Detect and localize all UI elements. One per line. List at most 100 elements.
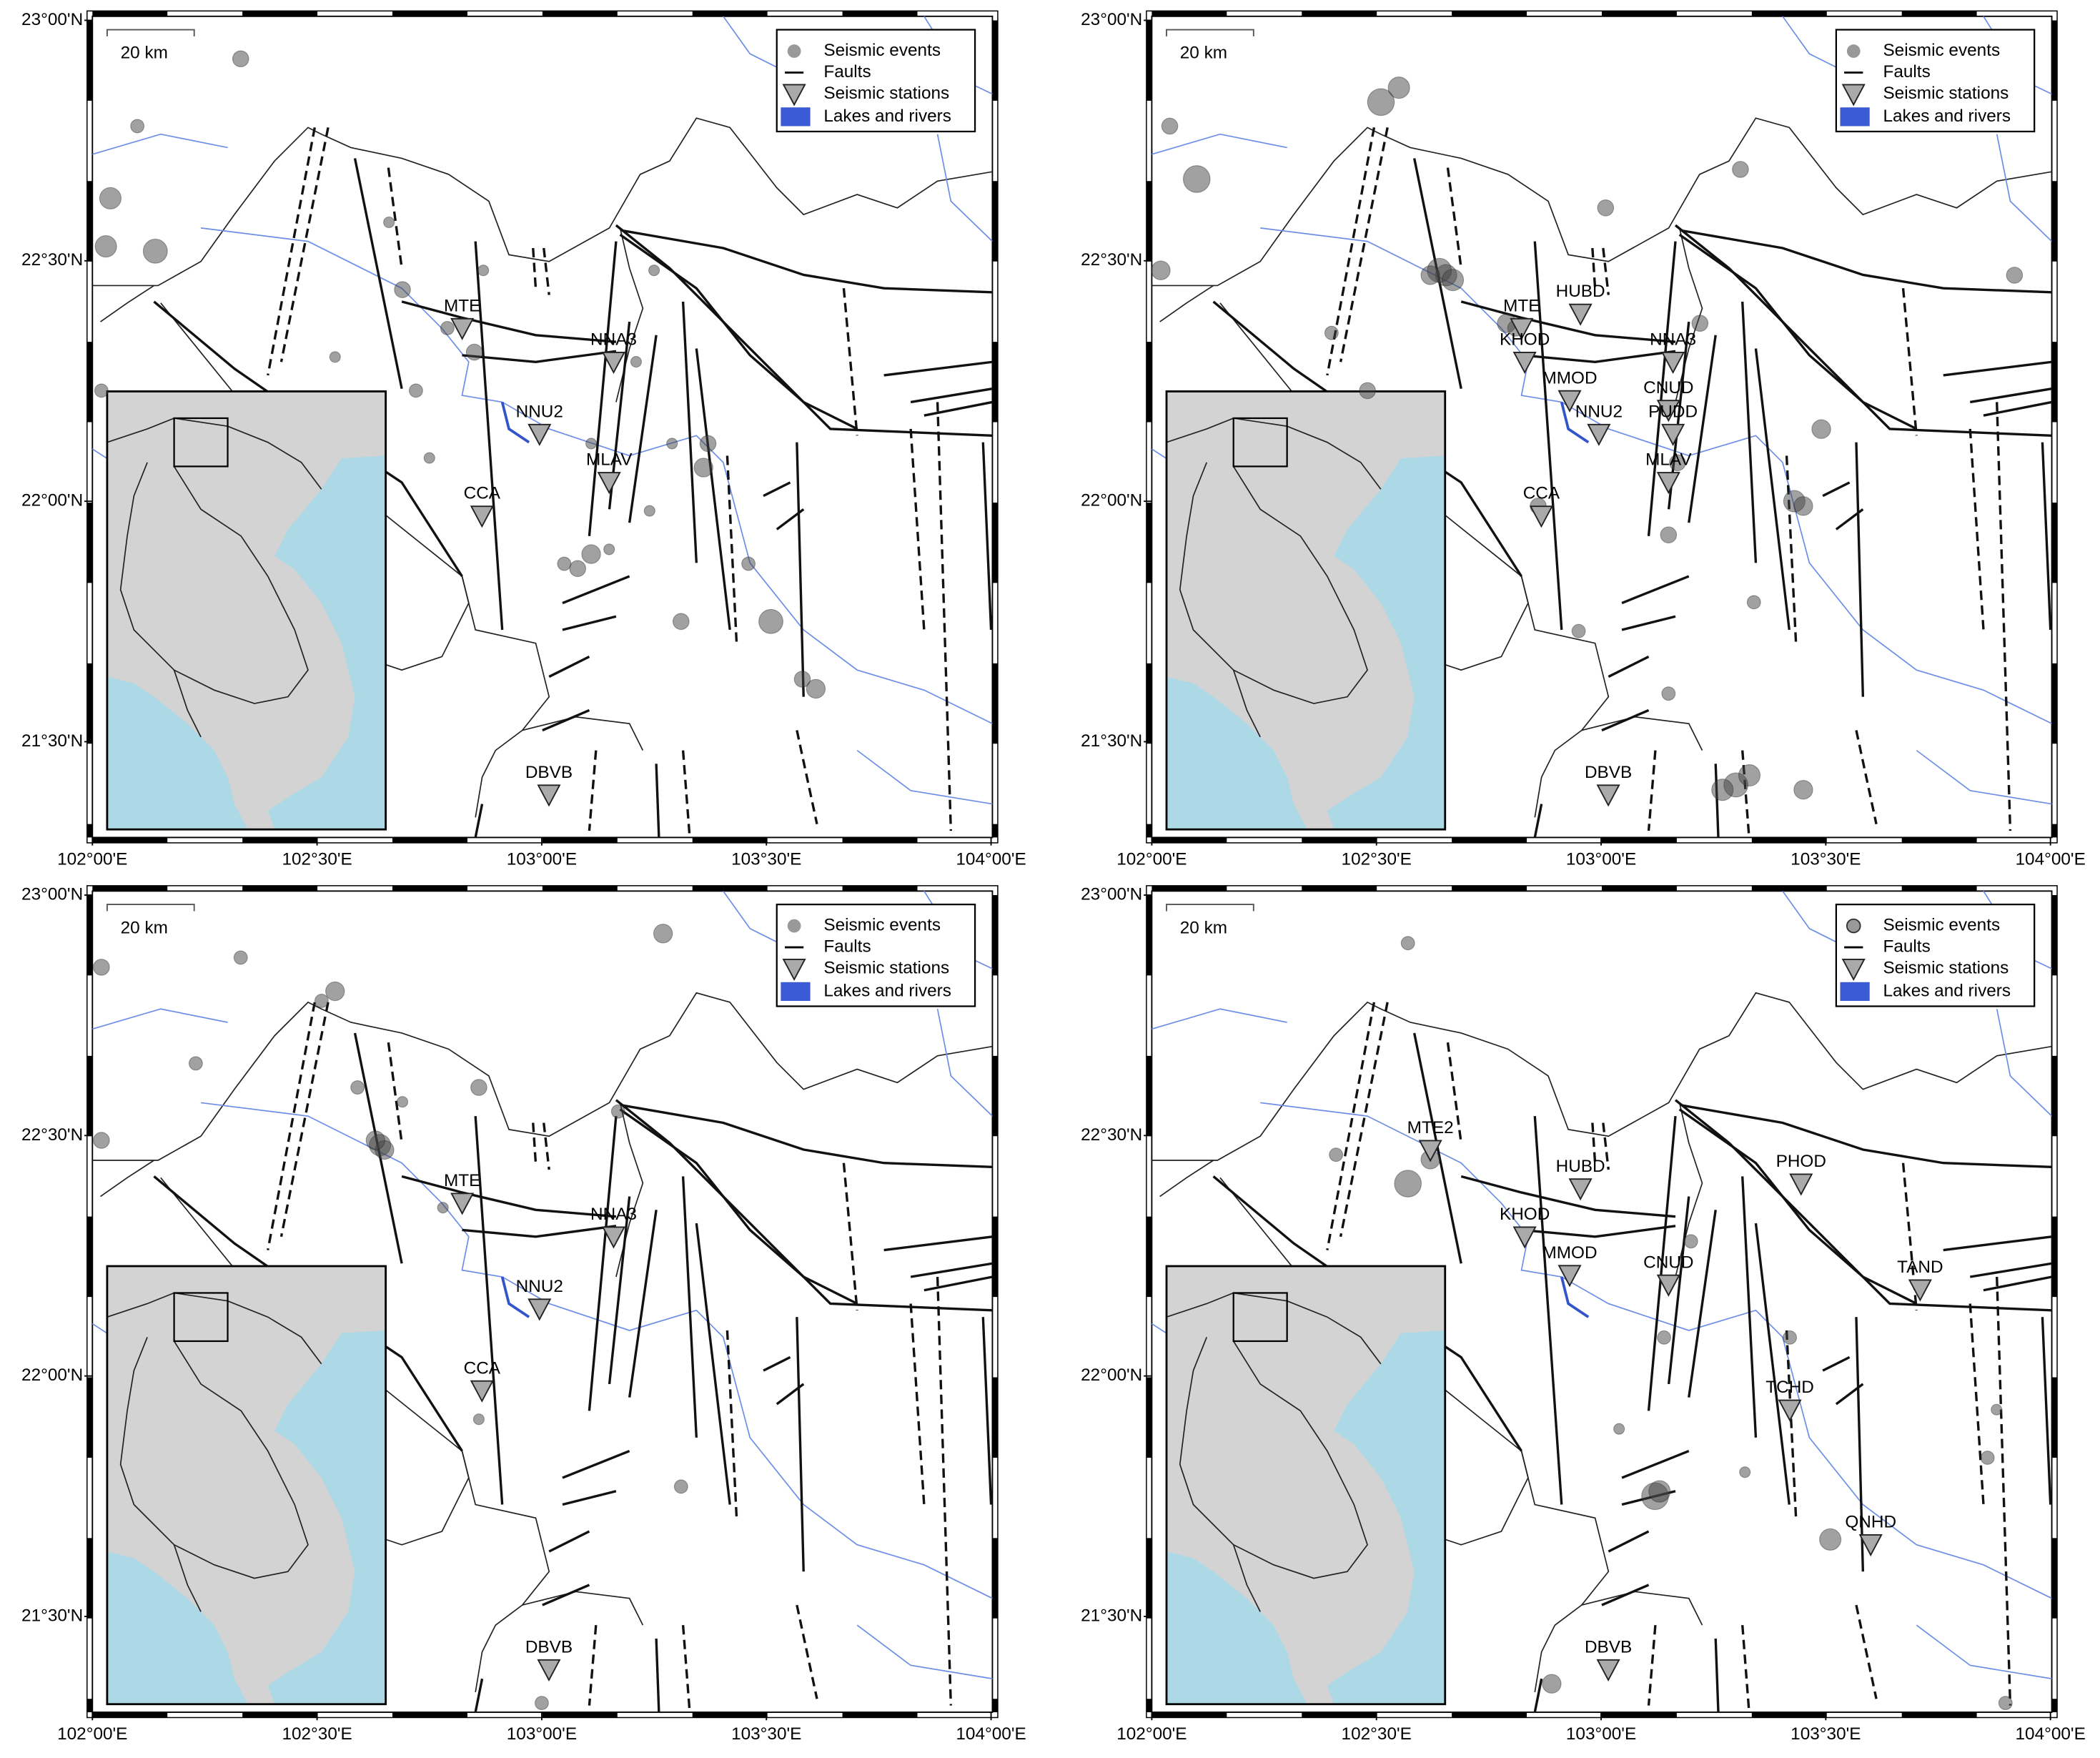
- legend-label: Lakes and rivers: [1883, 107, 2011, 126]
- seismic-event: [1683, 1234, 1698, 1249]
- station-label: NNA3: [590, 1205, 637, 1224]
- seismic-event: [1394, 1170, 1422, 1197]
- map-panel: 102°00'E 102°30'E 103°00'E 103°30'E 104°00'E…: [1081, 884, 2086, 1744]
- seismic-station: [1557, 1265, 1582, 1288]
- seismic-event: [693, 458, 713, 478]
- map-panel: 102°00'E 102°30'E 103°00'E 103°30'E 104°00'E…: [1081, 10, 2086, 869]
- station-label: NNU2: [1575, 402, 1623, 421]
- legend-label: Seismic events: [1883, 41, 2000, 60]
- seismic-event: [94, 383, 109, 398]
- seismic-event: [423, 452, 435, 464]
- lat-tick-label: 22°30'N: [1081, 1125, 1142, 1145]
- station-label: HUBD: [1556, 282, 1605, 301]
- seismic-station: [1656, 1274, 1680, 1297]
- seismic-event: [1980, 1451, 1995, 1465]
- lat-tick-label: 23°00'N: [21, 10, 83, 29]
- lat-tick-label: 22°30'N: [21, 250, 83, 270]
- seismic-event: [1793, 496, 1813, 516]
- seismic-event: [1648, 1480, 1671, 1503]
- seismic-station: [450, 1192, 475, 1215]
- seismic-station: [1661, 351, 1685, 375]
- legend-symbol: [1840, 107, 1870, 127]
- lat-tick-label: 22°00'N: [1081, 1366, 1142, 1385]
- seismic-event: [672, 613, 690, 631]
- seismic-event: [1329, 1147, 1344, 1162]
- scale-bar-label: 20 km: [121, 44, 168, 63]
- lon-tick-label: 103°30'E: [1791, 1724, 1861, 1744]
- seismic-station: [1596, 1659, 1620, 1682]
- legend-symbol: [781, 107, 811, 127]
- station-label: NNU2: [516, 402, 563, 421]
- seismic-event: [188, 1056, 203, 1071]
- seismic-event: [440, 321, 455, 335]
- station-label: DBVB: [525, 763, 573, 782]
- map-panel: 102°00'E 102°30'E 103°00'E 103°30'E 104°00'E…: [21, 884, 1026, 1744]
- seismic-station: [1908, 1279, 1932, 1302]
- seismic-event: [94, 235, 117, 258]
- legend-label: Faults: [1883, 937, 1930, 956]
- legend-symbol: [787, 919, 801, 933]
- lon-tick-label: 102°30'E: [1342, 850, 1412, 869]
- seismic-event: [93, 1132, 110, 1149]
- legend-label: Seismic stations: [1883, 84, 2009, 103]
- seismic-station: [1568, 1178, 1593, 1201]
- station-label: MTE: [444, 296, 480, 315]
- seismic-station: [1510, 317, 1534, 340]
- seismic-event: [585, 438, 598, 450]
- seismic-station: [1418, 1140, 1442, 1162]
- seismic-station: [1858, 1534, 1883, 1557]
- lon-tick-label: 102°30'E: [1342, 1724, 1412, 1744]
- seismic-station: [1512, 351, 1537, 375]
- legend-label: Seismic stations: [823, 84, 949, 103]
- seismic-station: [1789, 1173, 1813, 1196]
- legend-label: Lakes and rivers: [1883, 981, 2011, 1000]
- legend-symbol: [787, 44, 801, 58]
- seismic-event: [383, 216, 395, 229]
- seismic-event: [666, 438, 678, 450]
- lon-tick-label: 102°00'E: [57, 1724, 127, 1744]
- seismic-event: [1746, 595, 1761, 610]
- seismic-event: [1387, 76, 1410, 99]
- station-label: NNU2: [516, 1277, 563, 1296]
- station-label: PUDD: [1648, 402, 1698, 421]
- seismic-event: [233, 950, 248, 965]
- seismic-event: [1613, 1423, 1625, 1435]
- seismic-event: [643, 505, 655, 517]
- station-label: KHOD: [1500, 1205, 1550, 1224]
- station-label: TCHD: [1765, 1378, 1814, 1397]
- seismic-event: [1657, 1330, 1671, 1345]
- station-label: MTE: [444, 1171, 480, 1190]
- seismic-event: [1367, 88, 1395, 117]
- station-label: PHOD: [1776, 1152, 1826, 1171]
- seismic-event: [1783, 1330, 1797, 1345]
- seismic-event: [1660, 526, 1678, 544]
- seismic-station: [537, 784, 561, 807]
- lon-tick-label: 103°30'E: [731, 850, 801, 869]
- station-label: KHOD: [1500, 330, 1550, 349]
- lon-tick-label: 104°00'E: [2016, 850, 2086, 869]
- lat-tick-label: 22°00'N: [1081, 491, 1142, 510]
- legend-label: Seismic stations: [1883, 958, 2009, 977]
- legend-label: Faults: [823, 62, 871, 82]
- seismic-station: [528, 423, 552, 446]
- legend-symbol: [1841, 84, 1866, 107]
- legend-label: Faults: [1883, 62, 1930, 82]
- legend-label: Faults: [823, 937, 871, 956]
- station-label: NNA3: [1650, 330, 1696, 349]
- seismic-event: [1991, 1403, 2003, 1416]
- station-label: CNUD: [1643, 378, 1693, 397]
- scale-bar-label: 20 km: [121, 918, 168, 937]
- legend-symbol: [781, 982, 811, 1002]
- seismic-event: [1661, 686, 1676, 701]
- station-label: MMOD: [1542, 368, 1597, 387]
- lon-tick-label: 102°00'E: [1116, 1724, 1187, 1744]
- seismic-event: [314, 994, 329, 1008]
- seismic-event: [396, 1096, 409, 1108]
- seismic-event: [1442, 269, 1465, 292]
- seismic-event: [1182, 165, 1211, 193]
- seismic-event: [1711, 779, 1734, 801]
- legend-symbol: [1841, 958, 1866, 982]
- seismic-station: [601, 351, 626, 375]
- station-label: MLAV: [1645, 450, 1692, 470]
- station-label: MMOD: [1542, 1243, 1597, 1263]
